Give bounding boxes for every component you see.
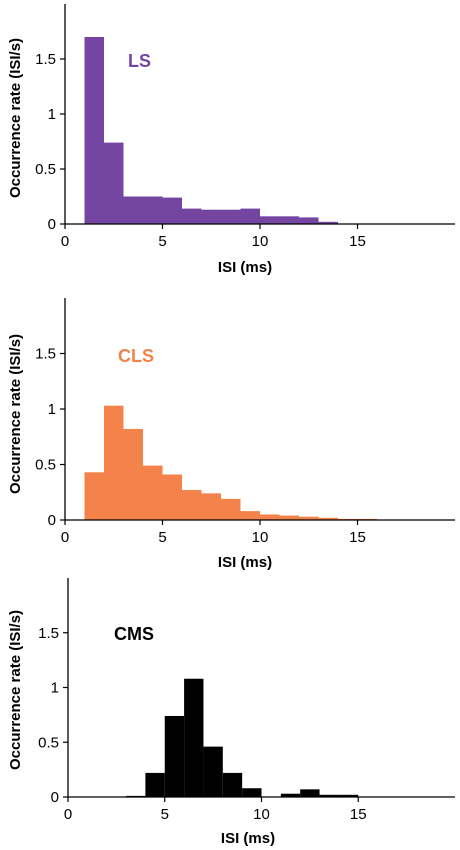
histogram-bar <box>143 465 163 520</box>
y-tick-label: 1 <box>48 401 56 418</box>
histogram-bar <box>104 142 124 224</box>
histogram-bar <box>104 405 124 520</box>
y-axis-title: Occurrence rate (ISI/s) <box>7 610 24 770</box>
histogram-bar <box>143 196 163 224</box>
histogram-bar <box>123 428 143 520</box>
x-tick-label: 15 <box>350 806 367 823</box>
x-tick-label: 5 <box>161 806 169 823</box>
histogram-panel-ls: 0 0.5 1 1.5 0 5 10 15 ISI (ms) Occurrence rate (I… <box>7 4 455 276</box>
histogram-bar <box>164 715 185 797</box>
histogram-bar <box>319 794 339 797</box>
histogram-bar <box>84 472 104 520</box>
x-tick-label: 5 <box>158 233 166 250</box>
x-axis-title: ISI (ms) <box>221 830 275 847</box>
histogram-bar <box>240 208 260 224</box>
x-axis-title: ISI (ms) <box>218 554 272 571</box>
histogram-bar <box>84 37 104 224</box>
histogram-bar <box>162 197 182 224</box>
histogram-bar <box>184 678 204 797</box>
histogram-bar <box>318 221 338 224</box>
histogram-bar <box>240 511 260 520</box>
x-tick-label: 10 <box>252 233 269 250</box>
y-tick-label: 1.5 <box>35 346 56 363</box>
histogram-bar <box>318 517 338 520</box>
histogram-bar <box>182 490 202 520</box>
x-tick-label: 5 <box>158 529 166 546</box>
x-tick-label: 10 <box>253 806 270 823</box>
histogram-bar <box>145 772 165 797</box>
x-tick-label: 0 <box>64 806 72 823</box>
y-tick-label: 0.5 <box>38 734 59 751</box>
histogram-bar <box>300 789 320 797</box>
panel-label: LS <box>128 51 151 71</box>
histogram-bar <box>162 474 182 520</box>
y-tick-label: 1 <box>48 106 56 123</box>
histogram-bar <box>279 515 299 520</box>
y-axis-title: Occurrence rate (ISI/s) <box>7 334 24 494</box>
histogram-bar <box>242 788 262 797</box>
histogram-bar <box>260 216 280 224</box>
histogram-bar <box>123 196 143 224</box>
histogram-panel-cms: 0 0.5 1 1.5 0 5 10 15 ISI (ms) Occurrence rate (I… <box>7 578 455 847</box>
y-axis-title: Occurrence rate (ISI/s) <box>7 38 24 198</box>
x-tick-label: 0 <box>61 529 69 546</box>
histogram-bar <box>182 208 202 224</box>
y-tick-label: 0 <box>51 789 59 806</box>
histogram-bar <box>221 498 241 520</box>
panel-label: CMS <box>114 624 154 644</box>
histogram-bar <box>299 217 319 224</box>
y-tick-label: 0.5 <box>35 457 56 474</box>
histogram-bar <box>203 746 223 797</box>
histogram-bar <box>201 209 221 224</box>
y-tick-label: 0.5 <box>35 161 56 178</box>
histogram-bar <box>299 516 319 520</box>
y-tick-label: 1.5 <box>35 51 56 68</box>
x-axis-title: ISI (ms) <box>218 259 272 276</box>
x-tick-label: 0 <box>61 233 69 250</box>
y-tick-label: 0 <box>48 216 56 233</box>
x-tick-label: 15 <box>349 233 366 250</box>
x-tick-label: 15 <box>349 529 366 546</box>
histogram-bar <box>221 209 241 224</box>
histogram-panel-cls: 0 0.5 1 1.5 0 5 10 15 ISI (ms) Occurrence rate (I… <box>7 298 455 571</box>
histogram-bar <box>280 793 301 797</box>
panel-label: CLS <box>118 346 154 366</box>
y-tick-label: 0 <box>48 512 56 529</box>
histogram-bar <box>338 794 359 797</box>
histogram-bar <box>279 216 299 224</box>
histogram-bar <box>222 772 243 797</box>
y-tick-label: 1.5 <box>38 625 59 642</box>
histogram-bar <box>260 514 280 520</box>
histogram-bar <box>201 493 221 520</box>
x-tick-label: 10 <box>252 529 269 546</box>
y-tick-label: 1 <box>51 680 59 697</box>
